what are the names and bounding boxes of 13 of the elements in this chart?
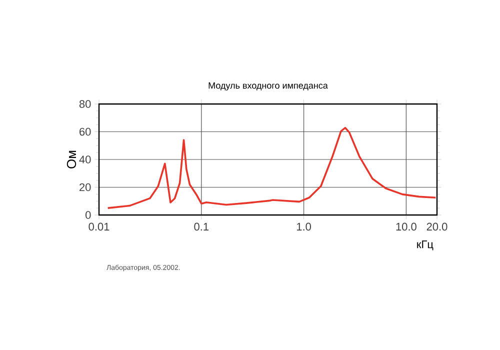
y-tick-label: 0 bbox=[86, 211, 91, 219]
x-tick-label: 0.1 bbox=[194, 222, 209, 231]
y-tick-label: 20 bbox=[80, 183, 91, 192]
y-tick-label: 60 bbox=[80, 128, 91, 136]
x-tick-label: 0.01 bbox=[88, 222, 110, 231]
chart-title: Модуль входного импеданса bbox=[208, 82, 328, 90]
x-tick-label: 1.0 bbox=[296, 222, 311, 231]
y-tick-label: 80 bbox=[79, 100, 91, 108]
y-tick-label: 40 bbox=[79, 156, 91, 164]
x-axis-title: кГц bbox=[417, 240, 434, 250]
x-tick-label: 20.0 bbox=[426, 222, 448, 231]
y-axis-title: Ом bbox=[66, 150, 76, 168]
x-tick-label: 10.0 bbox=[396, 222, 416, 231]
